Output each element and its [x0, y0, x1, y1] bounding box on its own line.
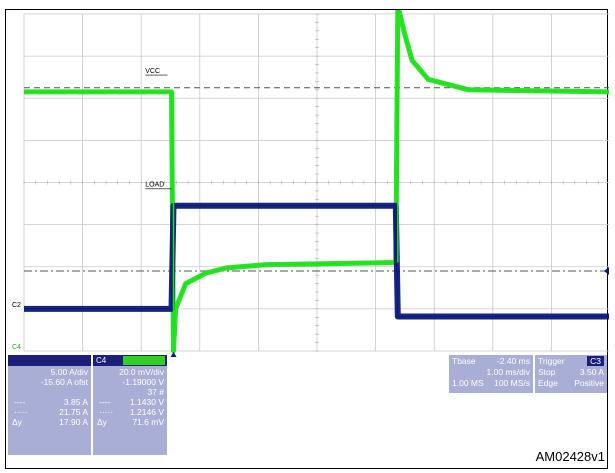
panel-header	[8, 355, 91, 366]
trigger-panel: Trigger C3 Stop 3.50 A Edge Positive	[535, 355, 607, 393]
trigger-channel-badge: C3	[587, 356, 604, 366]
series-line	[24, 202, 609, 320]
load-label: LOAD	[145, 182, 164, 189]
oscilloscope-plot: VCC LOAD C2 C4	[12, 10, 609, 357]
offset-value: -1.19000 V	[122, 377, 164, 387]
trigger-channel: C3	[590, 356, 601, 366]
delta-value: 17.90 A	[59, 417, 88, 427]
timebase-value: -2.40 ms	[496, 356, 530, 366]
count-value: 37 #	[147, 387, 164, 397]
panel-header-tag	[123, 356, 165, 365]
scale-value: 5.00 A/div	[50, 367, 88, 377]
trigger-type: Edge	[538, 378, 558, 388]
cursor1-label: ----	[14, 397, 26, 407]
figure-frame: VCC LOAD C2 C4 5.00 A/div -15.60 A ofst ---…	[5, 9, 609, 469]
cursor1-label: ----	[99, 397, 111, 407]
trigger-level: 3.50 A	[579, 367, 604, 377]
c2-marker: C2	[12, 302, 21, 309]
scale-value: 20.0 mV/div	[119, 367, 164, 377]
trigger-slope: Positive	[574, 378, 604, 388]
sample-rate: 100 MS/s	[494, 378, 530, 388]
channel-readout-panel: 5.00 A/div -15.60 A ofst ---- 3.85 A ···…	[8, 355, 91, 455]
delta-label: Δy	[97, 417, 107, 427]
figure-code: AM02428v1	[535, 449, 605, 464]
trigger-mode: Stop	[538, 367, 556, 377]
cursor2-label: ·····	[99, 407, 114, 417]
c4-marker: C4	[12, 344, 21, 351]
series-line-core	[24, 205, 609, 318]
cursor1-value: 3.85 A	[63, 397, 88, 407]
timebase-panel: Tbase -2.40 ms 1.00 ms/div 1.00 MS 100 M…	[449, 355, 533, 393]
trigger-label: Trigger	[538, 356, 565, 366]
series-line	[24, 10, 609, 354]
channel-tag: C4	[96, 356, 107, 365]
sample-count: 1.00 MS	[452, 378, 484, 388]
cursor1-value: 1.1430 V	[129, 397, 164, 407]
cursor2-value: 21.75 A	[59, 407, 88, 417]
vcc-label: VCC	[145, 68, 160, 75]
delta-label: Δy	[12, 417, 22, 427]
trigger-level-marker	[604, 266, 609, 275]
offset-value: -15.60 A ofst	[40, 377, 88, 387]
timebase-label: Tbase	[452, 356, 476, 366]
c4-readout-panel: C4 20.0 mV/div -1.19000 V 37 # ---- 1.14…	[93, 355, 167, 455]
cursor2-label: ·····	[14, 407, 29, 417]
timebase-scale: 1.00 ms/div	[486, 367, 530, 377]
cursor2-value: 1.2146 V	[129, 407, 164, 417]
delta-value: 71.6 mV	[132, 417, 164, 427]
series-line-core	[24, 10, 609, 352]
trigger-position-marker	[170, 352, 177, 357]
